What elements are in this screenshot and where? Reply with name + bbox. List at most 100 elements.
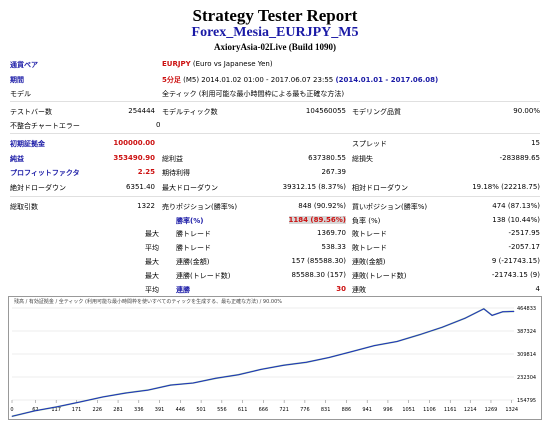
deposit-label: 初期証拠金 xyxy=(10,140,45,148)
max-consecutive-wins-value: 157 (85588.30) xyxy=(291,257,346,265)
errors-label: 不整合チャートエラー xyxy=(10,122,80,130)
bars-value: 254444 xyxy=(128,107,155,115)
x-tick-label: 721 xyxy=(279,407,289,413)
divider xyxy=(10,101,540,102)
net-profit-value: 353490.90 xyxy=(113,154,155,162)
ticks-label: モデルティック数 xyxy=(162,108,218,116)
avg-consecutive-wins-label: 連勝 xyxy=(176,286,190,294)
x-tick-label: 391 xyxy=(155,407,165,413)
avg-prefix: 平均 xyxy=(145,244,159,252)
y-tick-label: 309814 xyxy=(517,352,536,358)
y-tick-label: 232304 xyxy=(517,375,536,381)
model-label: モデル xyxy=(10,90,31,98)
account-info: AxioryAsia-02Live (Build 1090) xyxy=(213,42,336,52)
avg-profit-value: 538.33 xyxy=(321,243,347,251)
data-point xyxy=(513,310,515,312)
x-tick-label: 941 xyxy=(362,407,372,413)
deposit-value: 100000.00 xyxy=(113,139,155,147)
avg-loss-label: 敗トレード xyxy=(352,244,387,252)
x-tick-label: 117 xyxy=(51,407,61,413)
net-profit-label: 純益 xyxy=(10,155,24,163)
data-point xyxy=(102,396,103,398)
max-consecutive-losses-value: 9 (-21743.15) xyxy=(491,257,540,265)
symbol-value: EURJPY (Euro vs Japanese Yen) xyxy=(162,60,273,68)
data-point xyxy=(260,368,262,370)
ticks-value: 104560055 xyxy=(305,107,346,115)
gross-profit-label: 総利益 xyxy=(162,155,183,163)
spread-value: 15 xyxy=(531,139,540,147)
absolute-dd-value: 6351.40 xyxy=(126,183,155,191)
absolute-dd-label: 絶対ドローダウン xyxy=(10,184,66,192)
max-dd-value: 39312.15 (8.37%) xyxy=(282,183,346,191)
max-prefix: 最大 xyxy=(145,230,159,238)
chart-caption: 残高 / 有効証拠金 / 全ティック (利用可能な最小時間枠を使いすべてのティッ… xyxy=(14,299,283,305)
x-tick-label: 666 xyxy=(259,407,269,413)
x-tick-label: 1269 xyxy=(485,407,498,413)
avg-consecutive-losses-label: 連敗 xyxy=(352,286,366,294)
max-consecutive-wins-label: 連勝(金額) xyxy=(176,258,210,266)
x-tick-label: 1161 xyxy=(444,407,457,413)
data-point xyxy=(34,410,36,412)
data-point xyxy=(238,374,239,376)
x-tick-label: 886 xyxy=(342,407,352,413)
max-consecutive-profit-value: 85588.30 (157) xyxy=(291,271,346,279)
symbol-label: 通貨ペア xyxy=(10,61,38,69)
x-tick-label: 1106 xyxy=(423,407,436,413)
avg-profit-label: 勝トレード xyxy=(176,244,211,252)
data-point xyxy=(373,345,375,347)
data-point xyxy=(396,341,398,342)
max-prefix: 最大 xyxy=(145,258,159,266)
data-point xyxy=(147,389,149,391)
loss-rate-value: 138 (10.44%) xyxy=(492,216,540,224)
max-consecutive-profit-label: 連勝(トレード数) xyxy=(176,272,231,280)
chart-frame xyxy=(8,296,542,420)
avg-loss-value: -2057.17 xyxy=(508,243,540,251)
report-title: Strategy Tester Report xyxy=(192,6,358,25)
relative-dd-label: 相対ドローダウン xyxy=(352,184,408,192)
quality-label: モデリング品質 xyxy=(352,108,401,116)
avg-prefix: 平均 xyxy=(145,286,159,294)
relative-dd-value: 19.18% (22218.75) xyxy=(472,183,540,191)
x-tick-label: 1214 xyxy=(464,407,477,413)
data-point xyxy=(464,317,466,319)
largest-profit-label: 勝トレード xyxy=(176,230,211,238)
divider xyxy=(10,133,540,134)
max-dd-label: 最大ドローダウン xyxy=(162,184,218,192)
data-point xyxy=(11,415,13,417)
x-tick-label: 281 xyxy=(113,407,123,413)
data-point xyxy=(491,314,493,316)
win-rate-label: 勝率(%) xyxy=(176,217,204,225)
data-point xyxy=(306,361,307,363)
data-point xyxy=(351,351,353,352)
model-value: 全ティック (利用可能な最小時間枠による最も正確な方法) xyxy=(162,90,345,98)
total-trades-label: 総取引数 xyxy=(10,203,38,211)
expected-payoff-label: 期待利得 xyxy=(162,169,190,177)
x-tick-label: 1051 xyxy=(402,407,415,413)
x-tick-label: 0 xyxy=(10,407,13,413)
data-point xyxy=(328,357,330,358)
short-positions-label: 売りポジション(勝率%) xyxy=(162,203,238,211)
avg-consecutive-wins-value: 30 xyxy=(336,285,346,293)
gross-profit-value: 637380.55 xyxy=(308,154,346,162)
quality-value: 90.00% xyxy=(513,107,540,115)
x-tick-label: 171 xyxy=(72,407,82,413)
x-tick-label: 556 xyxy=(217,407,227,413)
data-point xyxy=(283,364,285,366)
data-point xyxy=(170,384,171,386)
x-tick-label: 1324 xyxy=(505,407,518,413)
period-value: 5分足 (M5) 2014.01.02 01:00 - 2017.06.07 2… xyxy=(162,76,439,84)
bars-label: テストバー数 xyxy=(10,108,52,116)
x-tick-label: 776 xyxy=(300,407,310,413)
avg-consecutive-losses-value: 4 xyxy=(535,285,540,293)
x-tick-label: 996 xyxy=(383,407,393,413)
short-positions-value: 848 (90.92%) xyxy=(298,202,346,210)
y-tick-label: 154795 xyxy=(517,398,536,404)
divider xyxy=(10,196,540,197)
data-point xyxy=(441,326,443,328)
profit-factor-label: プロフィットファクタ xyxy=(10,169,80,177)
profit-factor-value: 2.25 xyxy=(137,168,155,176)
period-label: 期間 xyxy=(10,76,24,84)
max-consecutive-losses-label: 連敗(金額) xyxy=(352,258,386,266)
y-tick-label: 464833 xyxy=(517,306,536,312)
